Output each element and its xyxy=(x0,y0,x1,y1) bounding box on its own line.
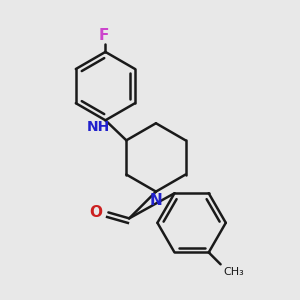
Text: CH₃: CH₃ xyxy=(224,267,244,277)
Text: F: F xyxy=(99,28,109,43)
Text: N: N xyxy=(150,193,162,208)
Text: NH: NH xyxy=(86,120,110,134)
Text: O: O xyxy=(89,205,102,220)
